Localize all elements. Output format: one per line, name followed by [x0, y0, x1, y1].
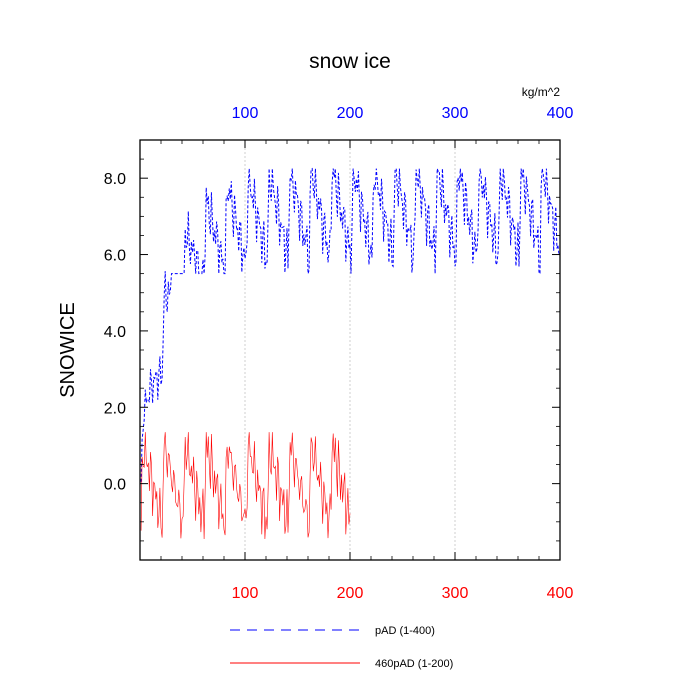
legend: pAD (1-400) 460pAD (1-200): [230, 625, 453, 670]
series-line-460pad: [140, 432, 351, 540]
x-tick-label-bottom: 100: [232, 585, 259, 602]
y-tick-label: 0.0: [104, 477, 126, 494]
x-tick-label-bottom: 200: [337, 585, 364, 602]
y-tick-label: 6.0: [104, 248, 126, 265]
y-tick-label: 4.0: [104, 324, 126, 341]
legend-label-pad: pAD (1-400): [375, 625, 435, 637]
axes: 0.0 2.0 4.0 6.0 8.0 100 100 200 200 300 300 400 400: [104, 105, 574, 602]
y-tick-label: 8.0: [104, 171, 126, 188]
top-axis-units: kg/m^2: [522, 85, 561, 99]
series-layer: [140, 167, 561, 540]
x-tick-label-top: 100: [232, 105, 259, 122]
x-tick-label-top: 400: [547, 105, 574, 122]
y-axis-label: SNOWICE: [57, 302, 79, 398]
chart-title: snow ice: [309, 50, 391, 73]
y-tick-label: 2.0: [104, 400, 126, 417]
series-line-pad: [140, 167, 561, 482]
legend-label-460pad: 460pAD (1-200): [375, 658, 453, 670]
x-tick-label-top: 300: [442, 105, 469, 122]
x-tick-label-top: 200: [337, 105, 364, 122]
x-tick-label-bottom: 400: [547, 585, 574, 602]
grid: [244, 140, 456, 560]
x-tick-label-bottom: 300: [442, 585, 469, 602]
